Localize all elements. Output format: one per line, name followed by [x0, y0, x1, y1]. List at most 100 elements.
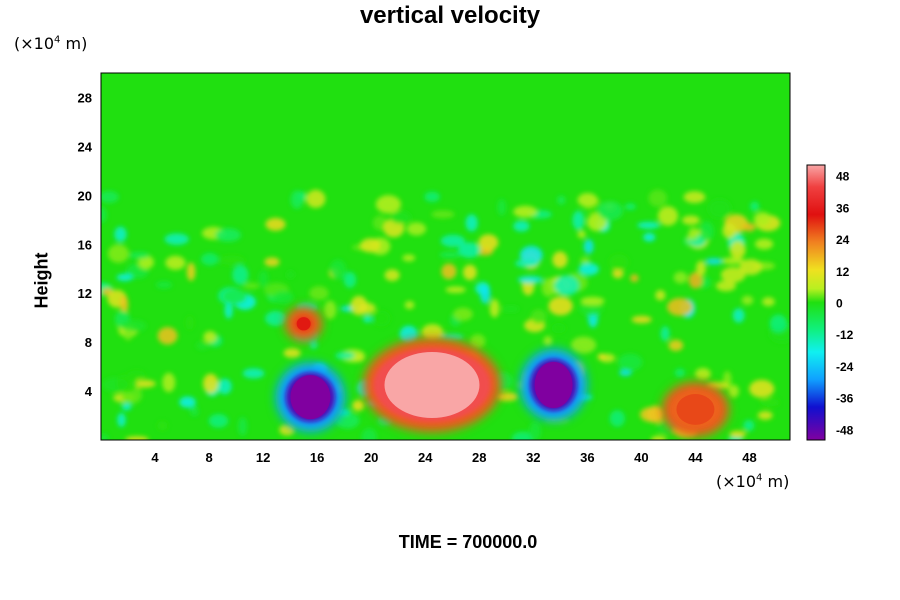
texture-cell [324, 300, 337, 320]
x-tick-label: 24 [418, 450, 433, 465]
texture-cell [708, 198, 732, 219]
texture-cell [749, 379, 775, 398]
x-tick-label: 48 [742, 450, 756, 465]
texture-cell [218, 255, 245, 265]
colorbar-tick-label: 24 [836, 233, 850, 247]
texture-cell [208, 414, 229, 428]
feature-updraft [661, 382, 729, 437]
texture-cell [439, 251, 461, 258]
x-tick-label: 40 [634, 450, 648, 465]
texture-cell [264, 257, 280, 267]
texture-cell [335, 351, 355, 360]
texture-cell [162, 372, 176, 393]
texture-cell [705, 258, 723, 265]
colorbar-tick-label: -24 [836, 360, 854, 374]
chart-title: vertical velocity [359, 2, 541, 29]
texture-cell [196, 341, 209, 350]
texture-cell [583, 239, 594, 254]
texture-cell [124, 328, 133, 341]
texture-cell [552, 251, 568, 269]
texture-cell [572, 210, 585, 230]
texture-cell [637, 221, 660, 229]
texture-cell [273, 290, 294, 305]
x-tick-label: 8 [205, 450, 212, 465]
texture-cell [157, 421, 168, 431]
texture-cell [478, 234, 499, 251]
texture-cell [597, 353, 606, 361]
texture-cell [732, 308, 745, 323]
texture-cell [629, 274, 639, 283]
texture-cell [350, 295, 368, 316]
texture-cell [643, 232, 656, 242]
texture-cell [217, 378, 232, 395]
colorbar-tick-label: 12 [836, 265, 850, 279]
feature-downdraft [520, 348, 588, 421]
plot-area [101, 73, 790, 440]
texture-cell [343, 271, 357, 288]
texture-cell [309, 286, 329, 301]
texture-cell [384, 269, 400, 282]
texture-cell [554, 275, 579, 296]
x-axis-unit: (×104 m) [716, 472, 790, 491]
colorbar-tick-label: 48 [836, 170, 850, 184]
texture-cell [286, 270, 295, 279]
texture-cell [406, 222, 427, 236]
texture-cell [754, 238, 774, 250]
texture-cell [121, 403, 132, 411]
texture-cell [699, 221, 714, 242]
texture-cell [125, 436, 149, 440]
texture-cell [749, 201, 760, 212]
colorbar-tick-label: 36 [836, 201, 850, 215]
texture-cell [769, 314, 788, 333]
texture-cell [101, 190, 119, 203]
colorbar-tick-labels: 48 36 24 12 0 -12 -24 -36 -48 [836, 170, 854, 438]
texture-cell [728, 384, 739, 398]
texture-cell [619, 369, 632, 377]
texture-cell [480, 285, 491, 304]
texture-cell [609, 410, 625, 427]
texture-cell [431, 210, 455, 219]
texture-cell [440, 234, 466, 248]
texture-cell [279, 424, 295, 436]
x-tick-label: 20 [364, 450, 378, 465]
y-tick-label: 8 [85, 335, 92, 350]
y-tick-label: 20 [78, 188, 92, 203]
texture-cell [372, 310, 391, 327]
texture-cell [424, 191, 440, 203]
texture-cell [683, 191, 706, 204]
colorbar [806, 164, 826, 441]
texture-cell [577, 230, 586, 239]
texture-cell [529, 421, 541, 440]
texture-cell [458, 242, 481, 258]
texture-cell [265, 310, 287, 326]
feature-updraft [363, 337, 501, 433]
texture-cell [453, 307, 473, 321]
texture-cell [465, 214, 478, 232]
texture-cell [283, 348, 301, 358]
texture-cell [688, 272, 703, 289]
texture-cell [695, 368, 711, 380]
texture-cell [402, 254, 416, 262]
texture-cell [128, 251, 150, 260]
texture-cell [762, 297, 775, 307]
texture-cell [360, 238, 381, 253]
texture-cell [681, 215, 700, 225]
texture-cell [463, 264, 477, 281]
texture-cell [741, 295, 754, 305]
texture-cell [580, 296, 605, 306]
texture-cell [404, 300, 415, 310]
texture-cell [329, 259, 347, 280]
texture-cell [421, 324, 444, 340]
texture-cell [729, 430, 747, 438]
texture-cell [363, 315, 373, 323]
x-tick-label: 36 [580, 450, 594, 465]
texture-cell [551, 323, 566, 334]
texture-cell [696, 260, 706, 277]
texture-cell [742, 222, 756, 232]
texture-cell [290, 190, 304, 209]
plot-frame [100, 72, 791, 441]
texture-cell [309, 339, 318, 350]
texture-cell [729, 240, 746, 259]
texture-cell [743, 419, 755, 432]
